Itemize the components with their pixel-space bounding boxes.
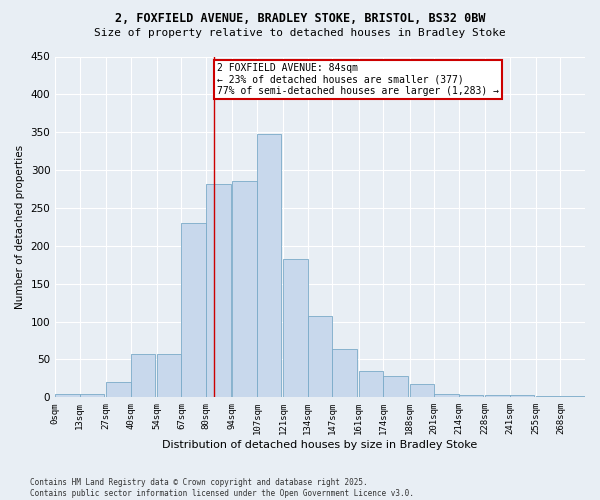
Bar xyxy=(458,395,483,398)
Bar xyxy=(509,395,534,398)
Text: Contains HM Land Registry data © Crown copyright and database right 2025.
Contai: Contains HM Land Registry data © Crown c… xyxy=(30,478,414,498)
Y-axis label: Number of detached properties: Number of detached properties xyxy=(15,145,25,309)
Bar xyxy=(80,394,104,398)
Text: Size of property relative to detached houses in Bradley Stoke: Size of property relative to detached ho… xyxy=(94,28,506,38)
Bar xyxy=(55,394,80,398)
Bar xyxy=(383,376,408,398)
Text: 2 FOXFIELD AVENUE: 84sqm
← 23% of detached houses are smaller (377)
77% of semi-: 2 FOXFIELD AVENUE: 84sqm ← 23% of detach… xyxy=(217,62,499,96)
Bar xyxy=(283,258,308,398)
Bar xyxy=(106,382,131,398)
Bar xyxy=(410,384,434,398)
Bar xyxy=(560,396,585,398)
X-axis label: Distribution of detached houses by size in Bradley Stoke: Distribution of detached houses by size … xyxy=(163,440,478,450)
Bar xyxy=(359,371,383,398)
Bar xyxy=(157,354,181,398)
Text: 2, FOXFIELD AVENUE, BRADLEY STOKE, BRISTOL, BS32 0BW: 2, FOXFIELD AVENUE, BRADLEY STOKE, BRIST… xyxy=(115,12,485,26)
Bar xyxy=(536,396,560,398)
Bar xyxy=(308,316,332,398)
Bar xyxy=(257,134,281,398)
Bar xyxy=(181,223,206,398)
Bar xyxy=(232,182,257,398)
Bar xyxy=(131,354,155,398)
Bar xyxy=(206,184,230,398)
Bar xyxy=(434,394,458,398)
Bar xyxy=(332,349,357,398)
Bar xyxy=(485,395,509,398)
